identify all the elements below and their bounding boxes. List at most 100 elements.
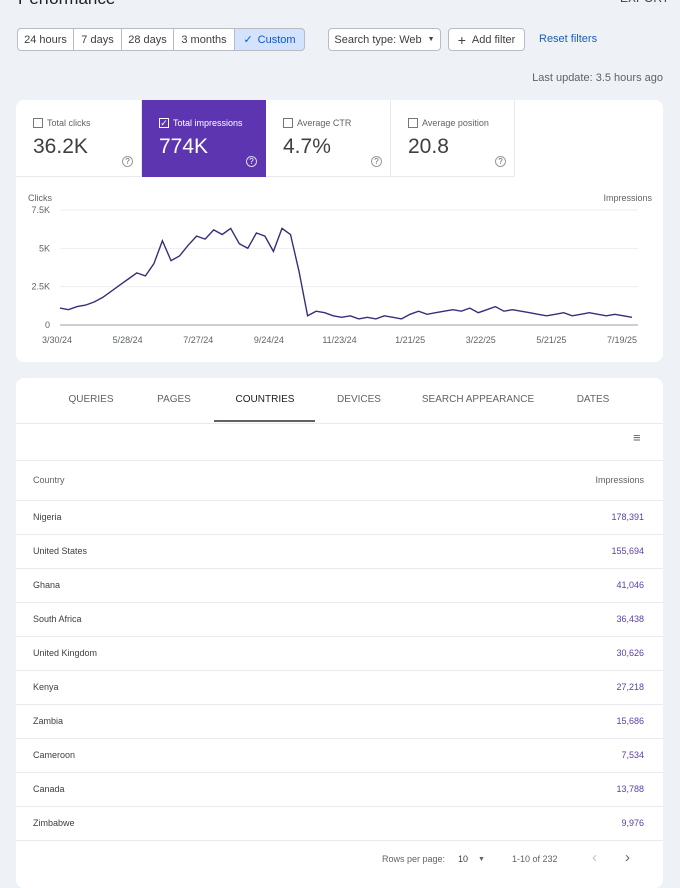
page-range: 1-10 of 232 (512, 854, 558, 864)
help-icon[interactable]: ? (246, 156, 257, 167)
metric-label: Average CTR (297, 118, 352, 128)
row-divider (16, 500, 663, 501)
tab[interactable]: COUNTRIES (235, 394, 295, 405)
x-tick-label: 5/21/25 (536, 335, 566, 345)
search-type-button[interactable]: Search type: Web ▼ (328, 28, 441, 51)
row-divider (16, 534, 663, 535)
row-divider (16, 840, 663, 841)
prev-page[interactable]: ‹ (592, 849, 597, 866)
tab[interactable]: QUERIES (68, 394, 114, 405)
next-page[interactable]: › (625, 849, 630, 866)
y-tick-label: 7.5K (31, 205, 50, 215)
button-label: 7 days (81, 33, 114, 46)
y-tick-label: 2.5K (31, 282, 50, 292)
filter-icon[interactable]: ≡ (633, 430, 641, 445)
rows-per-page-select[interactable]: 10 (458, 854, 469, 864)
impressions-cell: 36,438 (616, 614, 644, 624)
country-cell[interactable]: Canada (33, 784, 65, 794)
performance-card: Total clicks 36.2K? ✓ Total impressions 774K… (16, 100, 663, 362)
impressions-cell: 27,218 (616, 682, 644, 692)
last-update: Last update: 3.5 hours ago (532, 72, 663, 84)
dropdown-arrow[interactable]: ▼ (478, 856, 485, 863)
column-header: Impressions (595, 475, 644, 485)
country-cell[interactable]: United Kingdom (33, 648, 98, 658)
divider (16, 460, 663, 461)
tab[interactable]: SEARCH APPEARANCE (421, 394, 535, 405)
export-button[interactable]: EXPORT (620, 0, 669, 5)
button-label: Custom (257, 33, 296, 46)
tab[interactable]: DATES (576, 394, 610, 405)
impressions-cell: 41,046 (616, 580, 644, 590)
metric-label: Total impressions (173, 118, 243, 128)
checkbox[interactable]: ✓ (159, 118, 169, 128)
button-label: 24 hours (24, 33, 67, 46)
x-tick-label: 1/21/25 (395, 335, 425, 345)
tab[interactable]: DEVICES (337, 394, 381, 405)
metric-tile[interactable]: Average CTR 4.7%? (266, 100, 391, 177)
help-icon[interactable]: ? (495, 156, 506, 167)
row-divider (16, 806, 663, 807)
metric-label: Total clicks (47, 118, 91, 128)
x-tick-label: 9/24/24 (254, 335, 284, 345)
row-divider (16, 568, 663, 569)
row-divider (16, 602, 663, 603)
button-label: 28 days (128, 33, 167, 46)
impressions-cell: 13,788 (616, 784, 644, 794)
line-series (59, 227, 633, 320)
metric-label: Average position (422, 118, 489, 128)
country-cell[interactable]: Zambia (33, 716, 64, 726)
checkbox[interactable] (33, 118, 43, 128)
x-tick-label: 7/27/24 (183, 335, 213, 345)
add-filter-button[interactable]: + Add filter (448, 28, 525, 51)
metric-value: 36.2K (33, 135, 88, 158)
column-header: Country (33, 475, 65, 485)
x-tick-label: 11/23/24 (322, 335, 356, 345)
page: Performance EXPORT 24 hours 7 days 28 days 3 … (16, 0, 670, 888)
x-tick-label: 3/22/25 (466, 335, 496, 345)
metric-tile[interactable]: ✓ Total impressions 774K? (142, 100, 266, 177)
row-divider (16, 670, 663, 671)
x-tick-label: 3/30/24 (42, 335, 72, 345)
impressions-cell: 178,391 (611, 512, 644, 522)
checkbox[interactable] (408, 118, 418, 128)
help-icon[interactable]: ? (371, 156, 382, 167)
metric-value: 4.7% (283, 135, 331, 158)
y-tick-label: 0 (45, 320, 50, 330)
metric-value: 774K (159, 135, 209, 158)
date-range-button[interactable]: 24 hours (17, 28, 74, 51)
date-range-button[interactable]: 3 months (174, 28, 235, 51)
date-range-button[interactable]: ✓ Custom (235, 28, 305, 51)
reset-filters[interactable]: Reset filters (539, 33, 598, 45)
y2-axis-title: Impressions (603, 193, 652, 203)
tab[interactable]: PAGES (157, 394, 191, 405)
rows-per-page-label: Rows per page: (382, 854, 446, 864)
country-cell[interactable]: Nigeria (33, 512, 62, 522)
metric-value: 20.8 (408, 135, 449, 158)
country-cell[interactable]: Ghana (33, 580, 61, 590)
row-divider (16, 704, 663, 705)
row-divider (16, 772, 663, 773)
date-range-button[interactable]: 28 days (122, 28, 174, 51)
checkbox[interactable] (283, 118, 293, 128)
impressions-cell: 15,686 (616, 716, 644, 726)
impressions-cell: 30,626 (616, 648, 644, 658)
divider (16, 423, 663, 424)
button-label: 3 months (181, 33, 227, 46)
button-label: Search type: Web (334, 33, 422, 46)
chart: Clicks Impressions 0 2.5K 5K 7.5K 3/30/24 5/28/… (28, 193, 653, 345)
country-cell[interactable]: Kenya (33, 682, 59, 692)
country-cell[interactable]: Zimbabwe (33, 818, 75, 828)
page-title: Performance (18, 0, 115, 9)
country-cell[interactable]: South Africa (33, 614, 82, 624)
country-cell[interactable]: Cameroon (33, 750, 76, 760)
metric-tile[interactable]: Average position 20.8? (391, 100, 515, 177)
impressions-cell: 9,976 (621, 818, 644, 828)
impressions-cell: 155,694 (611, 546, 644, 556)
metric-tile[interactable]: Total clicks 36.2K? (16, 100, 142, 177)
country-cell[interactable]: United States (33, 546, 88, 556)
y-tick-label: 5K (39, 243, 50, 253)
help-icon[interactable]: ? (122, 156, 133, 167)
x-tick-label: 7/19/25 (607, 335, 637, 345)
row-divider (16, 636, 663, 637)
date-range-button[interactable]: 7 days (74, 28, 122, 51)
